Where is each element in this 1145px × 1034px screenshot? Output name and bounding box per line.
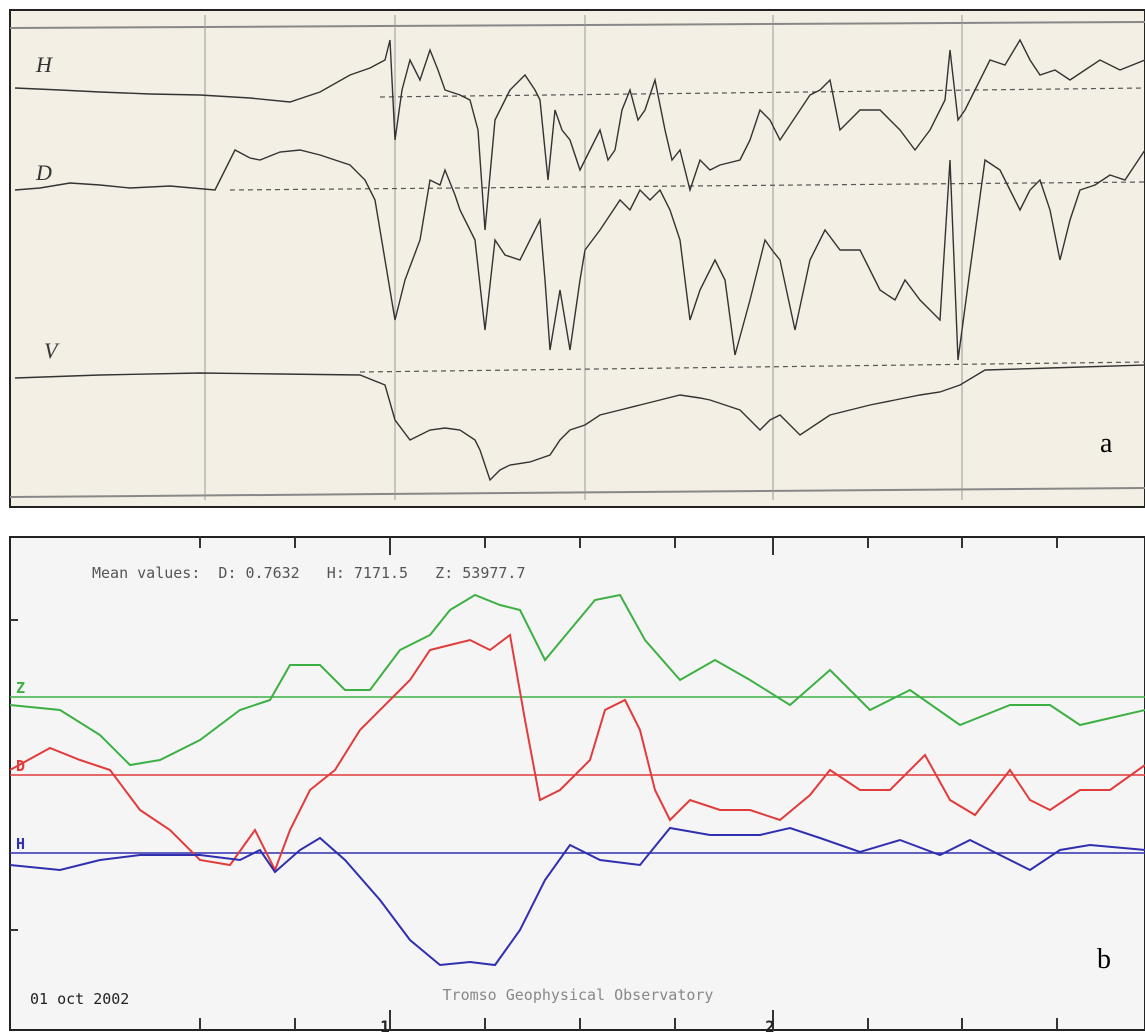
paper-frame [10, 10, 1145, 507]
trace-label: H [35, 52, 53, 77]
figure: H D V a Mean values: D: 0.7632 H: 7171.5… [0, 0, 1145, 1034]
panel-a: H D V a [10, 10, 1145, 507]
panel-b: Mean values: D: 0.7632 H: 7171.5 Z: 5397… [10, 537, 1145, 1034]
plot-frame [10, 537, 1145, 1030]
hour-tick-label: 2 [765, 1017, 775, 1034]
mean-values: Mean values: D: 0.7632 H: 7171.5 Z: 5397… [92, 564, 525, 582]
trace-label: D [35, 160, 52, 185]
hour-tick-label: 1 [380, 1017, 390, 1034]
panel-letter: b [1097, 944, 1111, 975]
trace-label: D [16, 757, 25, 775]
observatory-label: Tromso Geophysical Observatory [443, 986, 714, 1004]
trace-label: Z [16, 679, 25, 697]
date-label: 01 oct 2002 [30, 990, 129, 1008]
panel-letter: a [1100, 428, 1113, 459]
trace-label: H [16, 835, 25, 853]
